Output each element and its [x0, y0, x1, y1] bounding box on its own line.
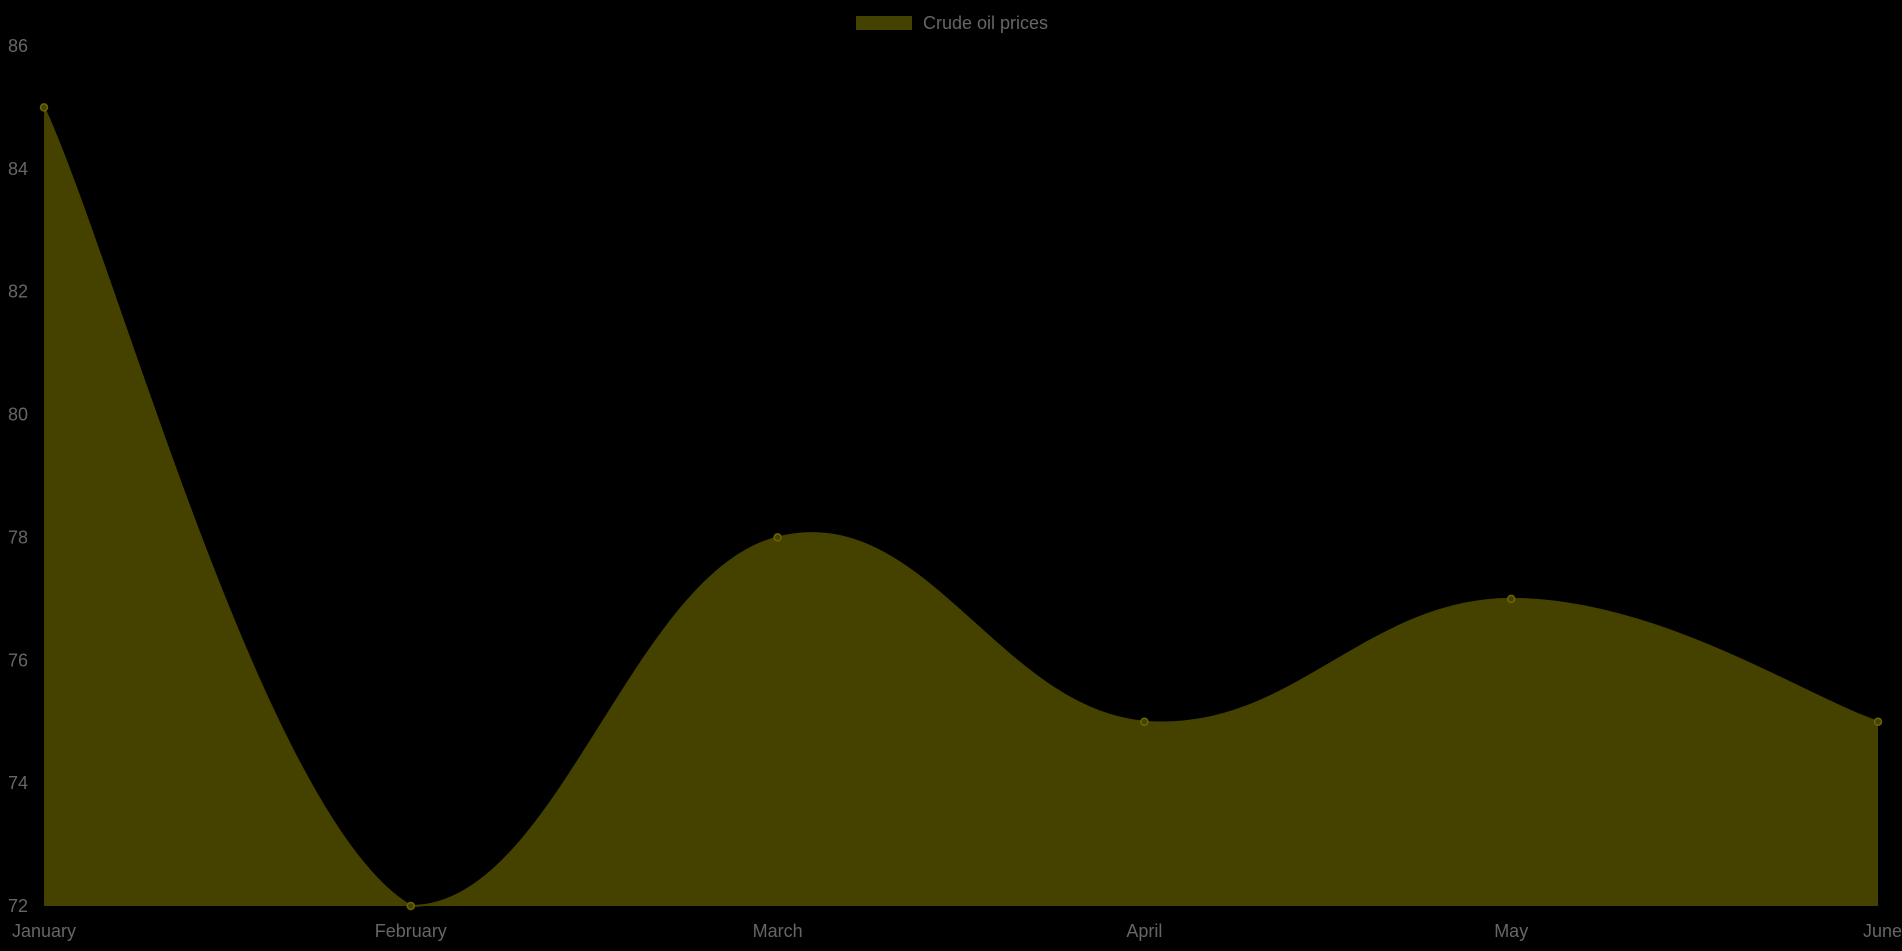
data-point-june[interactable] [1873, 717, 1883, 726]
data-point-may[interactable] [1506, 594, 1516, 604]
y-tick-label-80: 80 [8, 405, 28, 425]
y-tick-label-78: 78 [8, 527, 28, 547]
x-tick-label-february: February [375, 921, 447, 941]
x-tick-label-january: January [12, 921, 76, 941]
legend-label-crude-oil-prices[interactable]: Crude oil prices [923, 13, 1048, 33]
x-tick-label-march: March [753, 921, 803, 941]
x-tick-label-june: June [1863, 921, 1902, 941]
y-tick-label-72: 72 [8, 896, 28, 916]
data-point-march[interactable] [773, 533, 782, 542]
data-point-february[interactable] [406, 901, 416, 911]
y-tick-label-74: 74 [8, 773, 28, 793]
x-tick-label-may: May [1494, 921, 1528, 941]
data-point-april[interactable] [1140, 717, 1149, 726]
y-tick-label-76: 76 [8, 650, 28, 670]
series-area-crude-oil-prices [44, 107, 1878, 906]
data-point-january[interactable] [39, 103, 49, 112]
y-tick-label-86: 86 [8, 36, 28, 56]
y-tick-label-82: 82 [8, 282, 28, 302]
legend[interactable]: Crude oil prices [856, 13, 1048, 33]
x-axis: January February March April May June [12, 921, 1902, 941]
y-tick-label-84: 84 [8, 159, 28, 179]
x-tick-label-april: April [1126, 921, 1162, 941]
plot-area [39, 103, 1883, 911]
y-axis: 72 74 76 78 80 82 84 86 [8, 36, 28, 916]
legend-swatch-crude-oil-prices[interactable] [856, 16, 912, 30]
